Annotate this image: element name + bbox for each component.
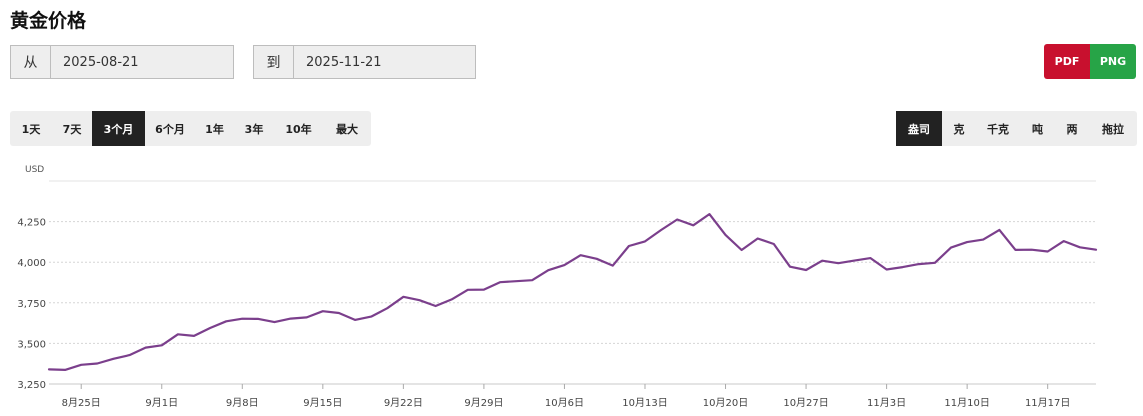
x-tick-label: 9月1日 — [145, 397, 178, 409]
y-tick-label: 3,500 — [17, 339, 46, 350]
price-series-line — [47, 212, 1098, 371]
to-date-input[interactable]: 2025-11-21 — [306, 54, 382, 70]
unit-button-2[interactable]: 千克 — [987, 122, 1009, 136]
to-label: 到 — [254, 46, 294, 78]
unit-button-3[interactable]: 吨 — [1032, 122, 1043, 136]
x-tick-label: 11月17日 — [1025, 397, 1070, 409]
x-tick-label: 10月13日 — [622, 397, 667, 409]
x-tick-label: 11月3日 — [867, 397, 906, 409]
export-pdf-button[interactable]: PDF — [1044, 44, 1090, 79]
range-button-7[interactable]: 最大 — [336, 122, 358, 136]
unit-button-4[interactable]: 两 — [1066, 122, 1078, 136]
range-button-2[interactable]: 3个月 — [92, 111, 145, 146]
x-tick-label: 9月29日 — [464, 397, 503, 409]
x-tick-label: 9月15日 — [303, 397, 342, 409]
unit-selector: 盎司克 千克 吨 两 拖拉 — [896, 111, 1137, 146]
from-date-group: 从 2025-08-21 — [10, 45, 234, 79]
unit-button-1[interactable]: 克 — [953, 122, 965, 136]
gold-price-chart: 3,250 3,500 3,750 4,000 4,250 USD 8月25日 9月1日 9月8… — [17, 165, 1098, 409]
y-tick-label: 4,000 — [17, 258, 46, 269]
to-date-group: 到 2025-11-21 — [253, 45, 476, 79]
x-tick-label: 9月22日 — [384, 397, 423, 409]
y-tick-label: 4,250 — [17, 218, 46, 229]
time-range-selector: 1天 7天 3个月 6个月 1年 3年 10年 最大 — [10, 111, 371, 146]
x-tick-label: 11月10日 — [944, 397, 989, 409]
range-button-5[interactable]: 3年 — [244, 122, 264, 136]
from-label: 从 — [11, 46, 51, 78]
x-tick-label: 10月27日 — [783, 397, 828, 409]
range-button-1[interactable]: 7天 — [62, 122, 82, 136]
x-tick-label: 9月8日 — [226, 397, 259, 409]
x-tick-label: 10月6日 — [545, 397, 584, 409]
x-tick-label: 10月20日 — [703, 397, 748, 409]
from-date-input[interactable]: 2025-08-21 — [63, 54, 139, 70]
range-button-6[interactable]: 10年 — [285, 122, 312, 136]
y-tick-label: 3,750 — [17, 299, 46, 310]
range-button-4[interactable]: 1年 — [205, 122, 224, 136]
range-button-0[interactable]: 1天 — [21, 122, 41, 136]
currency-label: USD — [25, 165, 44, 175]
range-button-3[interactable]: 6个月 — [155, 122, 185, 136]
y-tick-label: 3,250 — [17, 380, 46, 391]
x-tick-label: 8月25日 — [62, 397, 101, 409]
unit-button-5[interactable]: 拖拉 — [1102, 122, 1124, 136]
unit-button-0[interactable]: 盎司 — [896, 111, 942, 146]
page-title: 黄金价格 — [10, 10, 87, 32]
export-png-button[interactable]: PNG — [1090, 44, 1136, 79]
